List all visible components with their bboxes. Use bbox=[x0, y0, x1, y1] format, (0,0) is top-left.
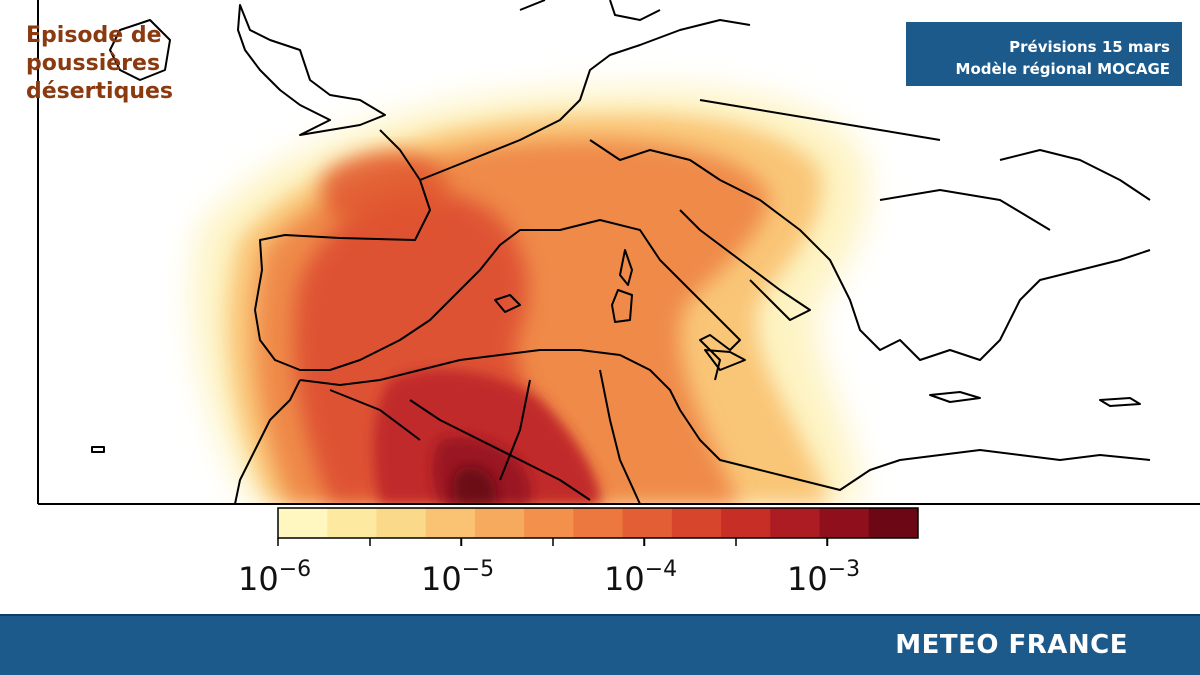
episode-title: Episode de poussières désertiques bbox=[26, 22, 226, 106]
footer-banner: METEO FRANCE bbox=[0, 614, 1200, 675]
colorbar-swatch bbox=[721, 508, 771, 538]
colorbar-tick-label: 10−4 bbox=[604, 557, 677, 598]
forecast-info-box: Prévisions 15 mars Modèle régional MOCAG… bbox=[904, 20, 1184, 88]
colorbar-swatch bbox=[868, 508, 919, 538]
colorbar-tick-label: 10−5 bbox=[421, 557, 494, 598]
colorbar-swatch bbox=[327, 508, 377, 538]
colorbar-frame bbox=[277, 507, 919, 539]
colorbar-swatch bbox=[770, 508, 821, 538]
colorbar-swatch bbox=[524, 508, 574, 538]
coastlines bbox=[91, 0, 1151, 504]
episode-title-line: Episode de bbox=[26, 23, 162, 48]
colorbar-swatch bbox=[376, 508, 427, 538]
episode-title-line: désertiques bbox=[26, 79, 174, 104]
forecast-model: Modèle régional MOCAGE bbox=[955, 60, 1170, 78]
colorbar-tick-label: 10−6 bbox=[238, 557, 311, 598]
map-frame bbox=[37, 0, 1200, 505]
episode-title-line: poussières bbox=[26, 51, 161, 76]
brand-logo-text: METEO FRANCE bbox=[895, 630, 1128, 660]
colorbar: 10−6 10−5 10−4 10−3 bbox=[238, 507, 919, 598]
colorbar-swatch bbox=[622, 508, 673, 538]
colorbar-swatch bbox=[474, 508, 525, 538]
colorbar-tick-label: 10−3 bbox=[787, 557, 860, 598]
colorbar-swatch bbox=[278, 508, 328, 538]
colorbar-swatch bbox=[573, 508, 624, 538]
colorbar-swatch bbox=[819, 508, 870, 538]
colorbar-swatch bbox=[425, 508, 476, 538]
forecast-date: Prévisions 15 mars bbox=[1009, 38, 1170, 56]
colorbar-swatch bbox=[671, 508, 722, 538]
